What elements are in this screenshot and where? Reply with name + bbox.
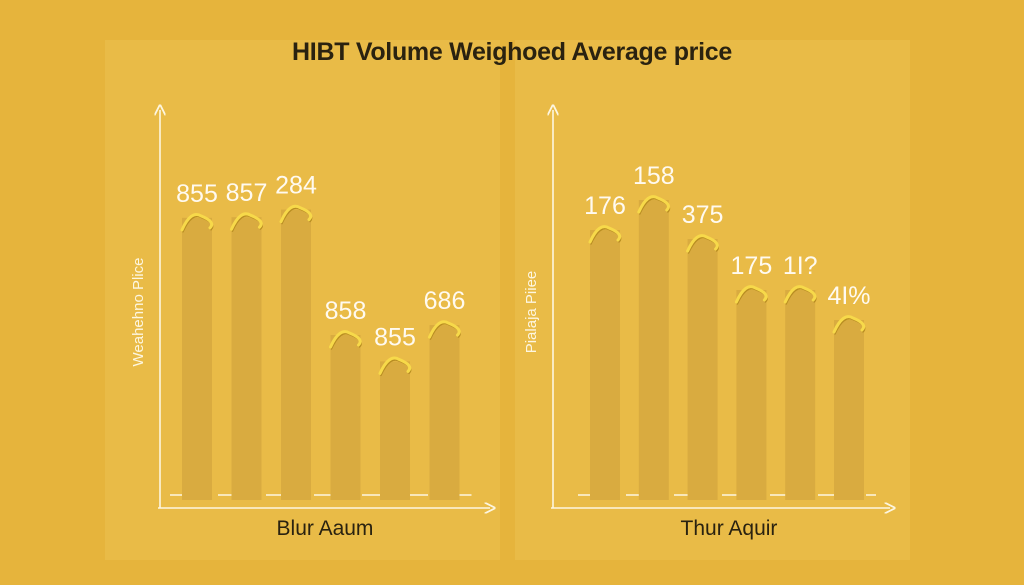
bar-cap xyxy=(180,212,214,232)
bar-cap xyxy=(428,320,461,339)
bar xyxy=(638,200,669,500)
bar xyxy=(785,290,816,500)
bar xyxy=(380,361,410,500)
bar-cap xyxy=(832,315,866,334)
bar-cap xyxy=(230,212,263,231)
bar xyxy=(736,290,767,500)
bar-cap xyxy=(783,285,817,304)
bar xyxy=(182,217,212,500)
bar-cap xyxy=(734,285,768,304)
data-label: 858 xyxy=(325,297,367,325)
bar xyxy=(281,209,311,500)
data-label: 175 xyxy=(731,252,773,280)
data-label: 857 xyxy=(226,179,268,207)
data-label: 158 xyxy=(633,162,675,190)
bar-cap xyxy=(637,195,670,214)
data-label: 284 xyxy=(275,172,317,200)
y-axis-label: Weahehno Plice xyxy=(130,258,147,367)
bar-cap xyxy=(279,204,313,224)
bar-cap xyxy=(588,225,622,244)
data-label: 4I% xyxy=(827,282,870,310)
y-axis-label: Pialaja Piiee xyxy=(523,271,540,354)
bar xyxy=(590,230,620,500)
data-label: 855 xyxy=(374,323,416,351)
x-axis-label: Blur Aaum xyxy=(277,517,374,540)
data-label: 855 xyxy=(176,180,218,208)
bar xyxy=(231,217,262,500)
x-axis-label: Thur Aquir xyxy=(681,517,778,540)
bar-cap xyxy=(378,356,412,375)
chart-title: HIBT Volume Weighoed Average price xyxy=(292,38,732,66)
bar-cap xyxy=(329,330,362,349)
bar xyxy=(330,335,361,500)
data-label: 176 xyxy=(584,192,626,220)
data-label: 375 xyxy=(682,201,724,229)
bar-cap xyxy=(686,234,719,253)
bar xyxy=(687,239,718,500)
bar xyxy=(834,320,864,500)
data-label: 1I? xyxy=(783,252,818,280)
bar xyxy=(429,325,460,500)
data-label: 686 xyxy=(424,287,466,315)
